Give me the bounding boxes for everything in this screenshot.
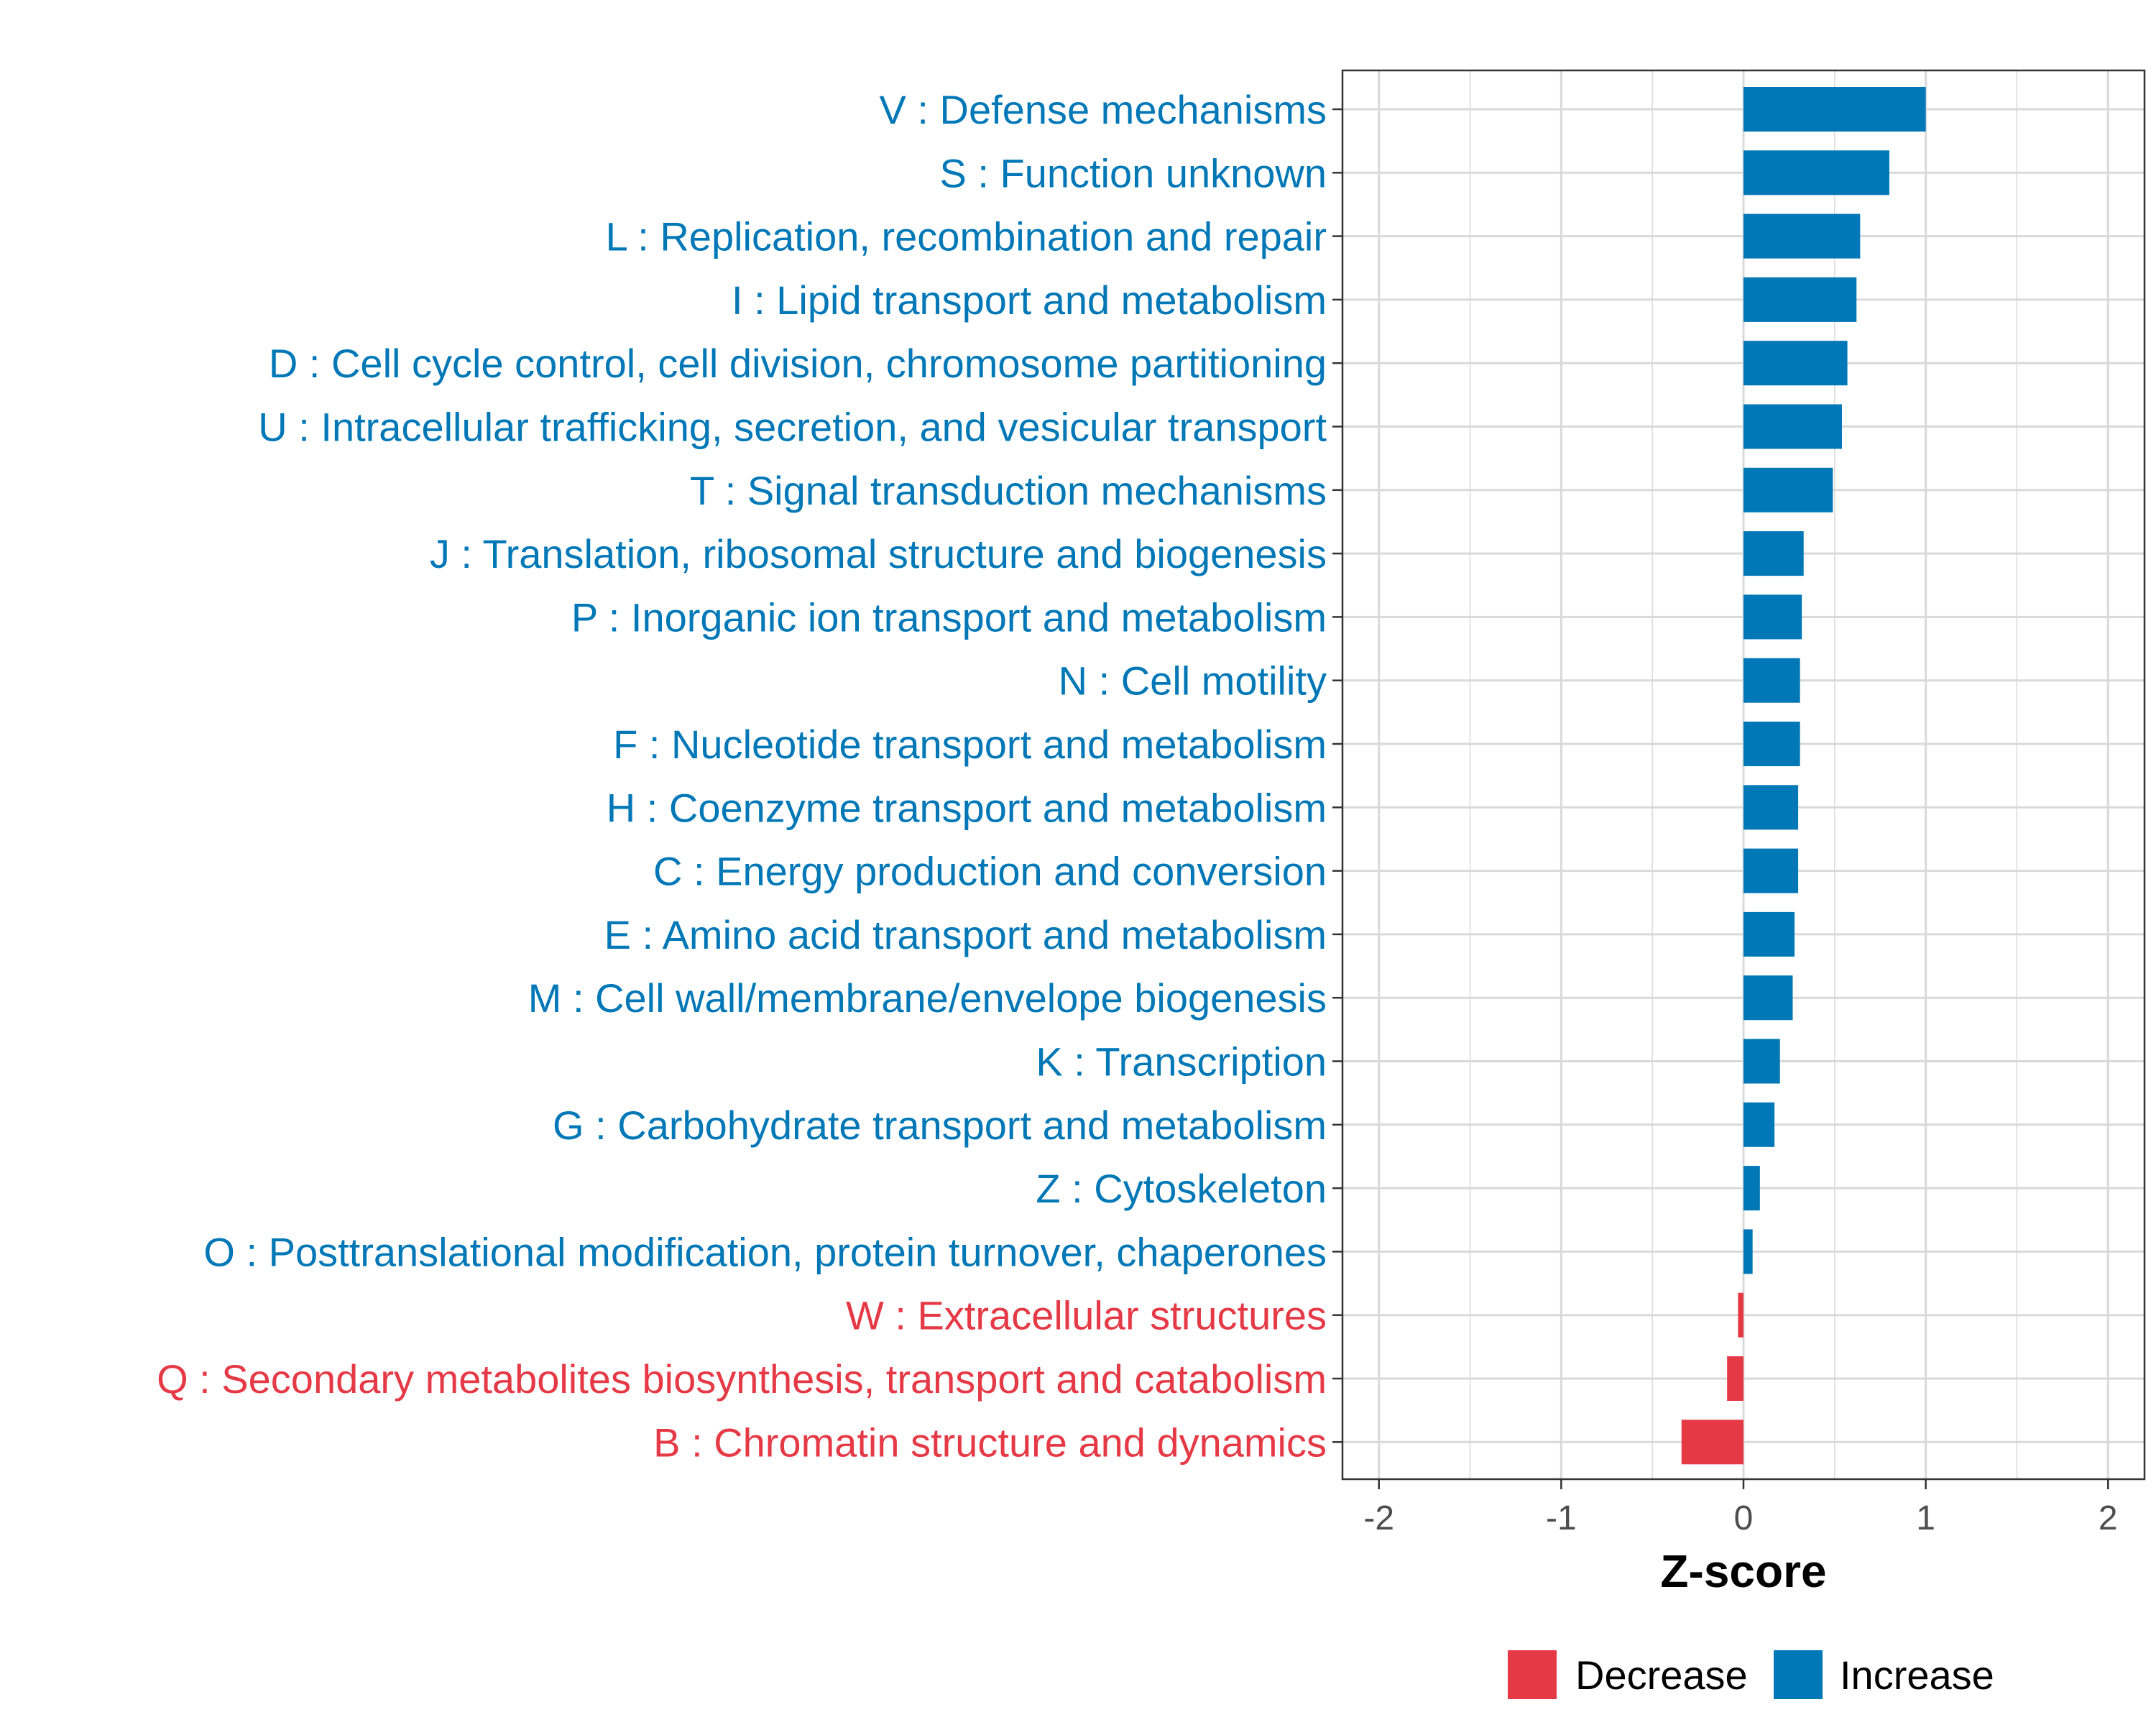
bar-z (1743, 1166, 1760, 1211)
bar-k (1743, 1039, 1780, 1084)
bar-l (1743, 213, 1861, 259)
x-tick-marks (1378, 1479, 2109, 1489)
category-label: Z : Cytoskeleton (1036, 1166, 1327, 1211)
bar-v (1743, 87, 1926, 132)
legend: Decrease Increase (1508, 1650, 1994, 1699)
category-label: G : Carbohydrate transport and metabolis… (553, 1103, 1327, 1148)
category-label: M : Cell wall/membrane/envelope biogenes… (528, 975, 1327, 1021)
bar-f (1743, 722, 1800, 766)
bar-w (1738, 1292, 1743, 1338)
x-tick-label: -2 (1363, 1499, 1394, 1537)
category-label: Q : Secondary metabolites biosynthesis, … (157, 1356, 1327, 1402)
category-label: T : Signal transduction mechanisms (690, 468, 1327, 513)
y-tick-marks (1332, 108, 1342, 1443)
bar-d (1743, 341, 1848, 386)
bar-e (1743, 911, 1795, 957)
category-label: S : Function unknown (939, 150, 1327, 196)
category-label: C : Energy production and conversion (653, 849, 1327, 894)
category-label: W : Extracellular structures (846, 1293, 1327, 1338)
x-tick-label: 2 (2099, 1499, 2118, 1537)
bar-s (1743, 150, 1889, 196)
x-tick-labels: -2 -1 0 1 2 (1363, 1499, 2117, 1537)
x-tick-label: 1 (1916, 1499, 1935, 1537)
x-tick-label: -1 (1546, 1499, 1577, 1537)
category-label: B : Chromatin structure and dynamics (653, 1420, 1327, 1465)
category-labels: V : Defense mechanisms S : Function unkno… (157, 87, 1327, 1465)
bar-u (1743, 404, 1842, 449)
bar-g (1743, 1102, 1775, 1147)
legend-swatch-increase (1774, 1650, 1823, 1699)
x-tick-label: 0 (1734, 1499, 1754, 1537)
category-label: H : Coenzyme transport and metabolism (607, 785, 1327, 830)
category-label: F : Nucleotide transport and metabolism (613, 722, 1327, 767)
category-label: P : Inorganic ion transport and metaboli… (571, 594, 1327, 640)
category-label: O : Posttranslational modification, prot… (203, 1229, 1327, 1274)
category-label: N : Cell motility (1059, 658, 1327, 704)
category-label: U : Intracellular trafficking, secretion… (258, 405, 1327, 450)
bar-c (1743, 848, 1799, 893)
category-label: L : Replication, recombination and repai… (606, 214, 1327, 259)
legend-swatch-decrease (1508, 1650, 1557, 1699)
category-label: J : Translation, ribosomal structure and… (430, 531, 1327, 576)
bar-o (1743, 1229, 1753, 1274)
bar-m (1743, 975, 1793, 1021)
category-label: K : Transcription (1036, 1039, 1327, 1085)
bar-layer (1681, 87, 1926, 1465)
bar-p (1743, 594, 1802, 640)
category-label: D : Cell cycle control, cell division, c… (269, 341, 1327, 386)
bar-b (1681, 1420, 1743, 1465)
bar-i (1743, 277, 1857, 322)
legend-label-increase: Increase (1840, 1652, 1994, 1698)
x-axis-title: Z-score (1660, 1545, 1826, 1597)
legend-label-decrease: Decrease (1575, 1652, 1748, 1698)
category-label: E : Amino acid transport and metabolism (604, 912, 1327, 957)
bar-t (1743, 467, 1833, 512)
bar-q (1727, 1356, 1743, 1401)
category-label: I : Lipid transport and metabolism (732, 277, 1327, 323)
bar-j (1743, 531, 1804, 576)
category-label: V : Defense mechanisms (880, 87, 1327, 132)
bar-n (1743, 658, 1800, 703)
bar-h (1743, 785, 1799, 830)
